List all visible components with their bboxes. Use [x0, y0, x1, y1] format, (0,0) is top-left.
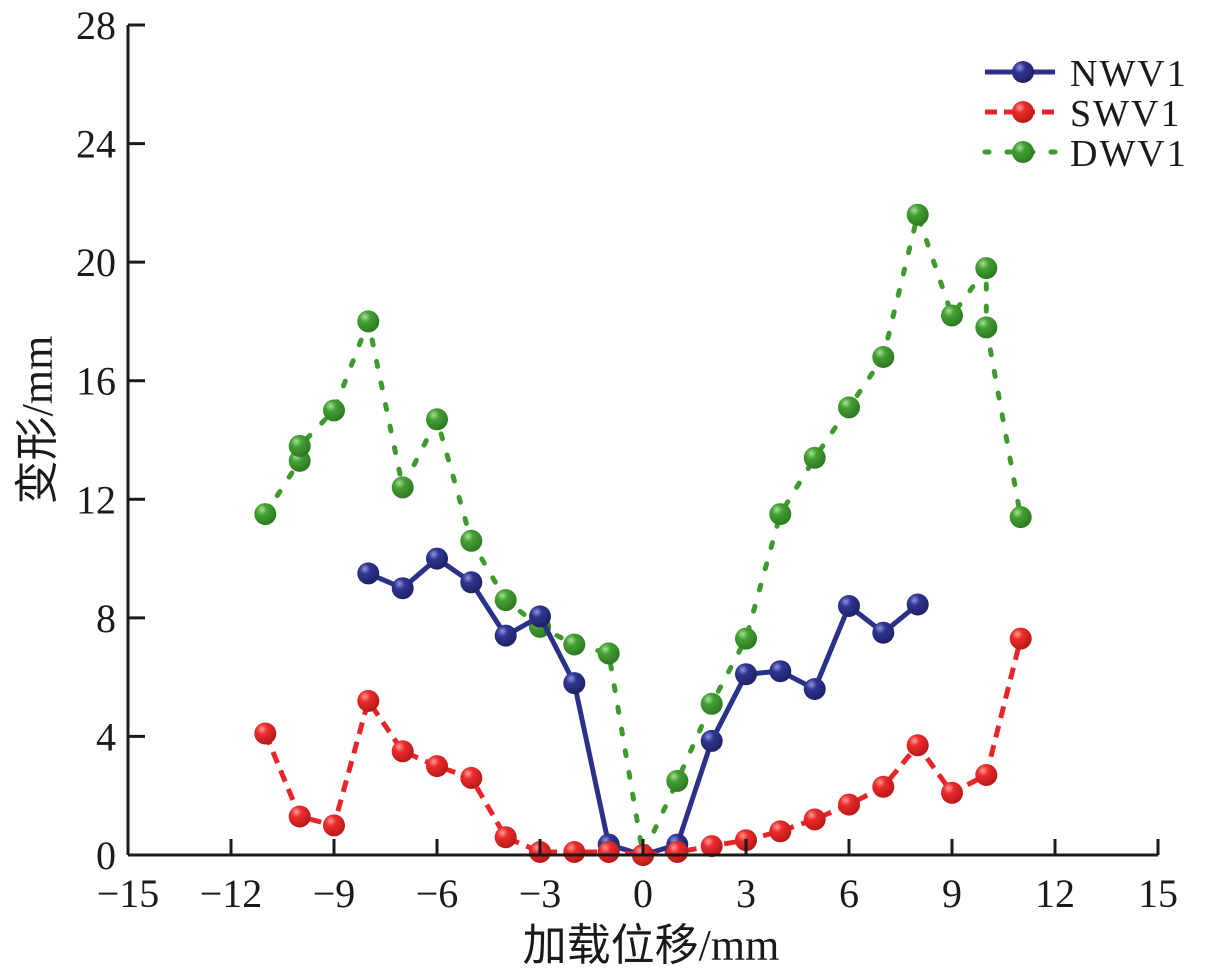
- data-point-swv1: [254, 722, 277, 745]
- x-tick-label: −15: [97, 871, 160, 916]
- data-point-dwv1: [735, 627, 757, 650]
- y-tick-label: 24: [76, 122, 116, 167]
- y-tick-label: 28: [76, 3, 116, 48]
- series-dwv1: [254, 203, 1032, 866]
- legend-marker-dwv1: [1012, 141, 1034, 163]
- data-point-swv1: [391, 740, 414, 763]
- legend-item-swv1: SWV1: [985, 93, 1181, 135]
- x-tick-label: 9: [942, 871, 962, 916]
- x-tick-label: −3: [519, 871, 562, 916]
- data-point-dwv1: [426, 408, 448, 431]
- data-point-nwv1: [426, 547, 448, 570]
- data-point-swv1: [357, 689, 380, 712]
- data-point-dwv1: [941, 304, 963, 327]
- data-point-dwv1: [975, 316, 998, 339]
- series-swv1: [254, 627, 1032, 866]
- data-point-swv1: [906, 734, 929, 757]
- x-tick-label: −12: [200, 871, 263, 916]
- data-point-swv1: [1009, 627, 1032, 650]
- data-point-dwv1: [323, 399, 345, 422]
- legend-label: NWV1: [1070, 53, 1188, 95]
- data-point-nwv1: [391, 577, 414, 600]
- data-point-swv1: [323, 814, 345, 837]
- legend-item-dwv1: DWV1: [982, 133, 1188, 175]
- data-point-nwv1: [872, 621, 895, 644]
- data-point-swv1: [975, 764, 998, 786]
- legend-label: DWV1: [1070, 133, 1188, 175]
- data-point-dwv1: [1009, 506, 1032, 529]
- series-line-swv1: [262, 637, 1024, 858]
- data-point-nwv1: [735, 663, 757, 686]
- data-point-swv1: [700, 835, 723, 858]
- data-point-nwv1: [357, 562, 380, 585]
- data-point-swv1: [494, 826, 517, 849]
- data-point-dwv1: [872, 346, 895, 368]
- x-tick-label: −9: [313, 871, 356, 916]
- y-tick-label: 16: [76, 359, 116, 404]
- x-axis-title: 加载位移/mm: [523, 921, 780, 970]
- data-point-dwv1: [288, 434, 311, 457]
- data-point-nwv1: [803, 678, 826, 700]
- x-tick-label: 0: [633, 871, 653, 916]
- legend-label: SWV1: [1070, 93, 1181, 135]
- x-ticks: −15 −12 −9 −6 −3 0 3 6 9 12 15: [97, 839, 1178, 916]
- data-point-dwv1: [838, 396, 860, 419]
- data-point-swv1: [941, 781, 963, 804]
- data-point-nwv1: [700, 729, 723, 752]
- data-point-dwv1: [563, 633, 586, 656]
- data-point-nwv1: [460, 571, 483, 594]
- legend-item-nwv1: NWV1: [985, 53, 1188, 95]
- series-line-nwv1: [367, 556, 920, 858]
- data-point-nwv1: [529, 605, 551, 628]
- legend-marker-nwv1: [1012, 61, 1034, 83]
- x-tick-label: 15: [1138, 871, 1178, 916]
- data-point-dwv1: [254, 503, 277, 526]
- data-point-dwv1: [666, 769, 689, 792]
- axes: −15 −12 −9 −6 −3 0 3 6 9 12 15 0 4 8 12 16 20 24 28: [76, 3, 1178, 916]
- data-point-swv1: [666, 841, 689, 863]
- data-point-nwv1: [563, 672, 586, 695]
- x-tick-label: 3: [736, 871, 756, 916]
- legend-marker-swv1: [1012, 101, 1034, 123]
- data-point-swv1: [563, 841, 586, 863]
- data-point-nwv1: [494, 624, 517, 647]
- y-tick-label: 20: [76, 240, 116, 285]
- data-point-dwv1: [975, 257, 998, 280]
- data-point-swv1: [872, 775, 895, 798]
- y-tick-label: 12: [76, 477, 116, 522]
- x-tick-label: 12: [1035, 871, 1075, 916]
- data-point-swv1: [288, 805, 311, 828]
- data-point-dwv1: [769, 503, 792, 526]
- y-tick-label: 8: [96, 596, 116, 641]
- data-point-swv1: [460, 766, 483, 789]
- data-point-swv1: [803, 808, 826, 831]
- data-point-dwv1: [357, 310, 380, 333]
- data-point-swv1: [426, 755, 448, 778]
- data-point-dwv1: [460, 529, 483, 552]
- y-tick-label: 0: [96, 833, 116, 878]
- data-point-swv1: [597, 841, 620, 863]
- data-point-nwv1: [838, 595, 860, 617]
- data-point-dwv1: [597, 642, 620, 665]
- series-layer: [254, 203, 1032, 866]
- data-point-dwv1: [700, 692, 723, 715]
- data-point-dwv1: [803, 446, 826, 469]
- series-nwv1: [357, 547, 929, 866]
- y-tick-label: 4: [96, 714, 116, 759]
- data-point-swv1: [769, 820, 792, 843]
- y-axis-title: 变形/mm: [13, 336, 62, 505]
- data-point-dwv1: [906, 203, 929, 226]
- data-point-dwv1: [494, 589, 517, 612]
- x-tick-label: 6: [839, 871, 859, 916]
- data-point-nwv1: [769, 660, 792, 683]
- data-point-dwv1: [391, 476, 414, 499]
- x-tick-label: −6: [416, 871, 459, 916]
- data-point-swv1: [838, 793, 860, 816]
- data-point-nwv1: [906, 593, 929, 616]
- y-ticks: 0 4 8 12 16 20 24 28: [76, 3, 145, 878]
